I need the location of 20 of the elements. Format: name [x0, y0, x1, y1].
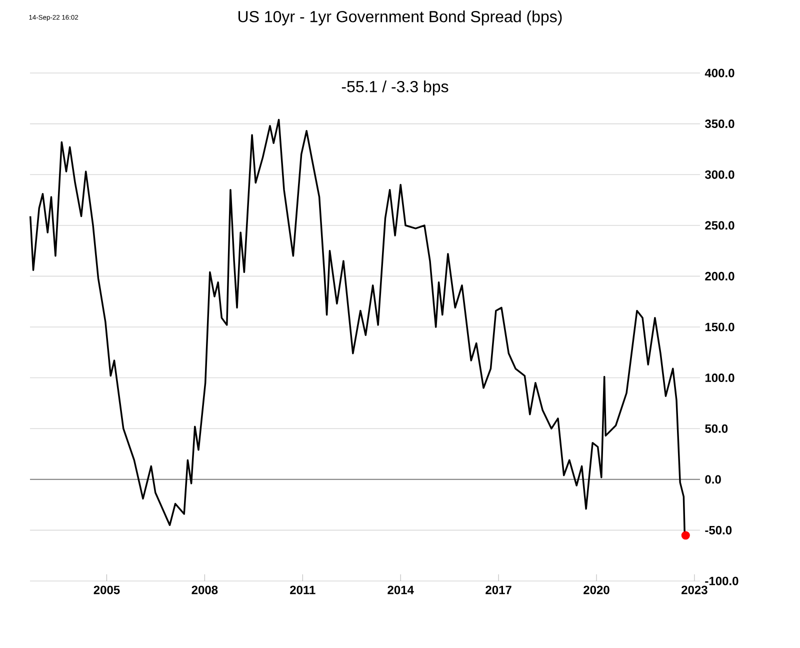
x-tick-label: 2023 — [682, 586, 708, 594]
y-tick-label: 250.0 — [705, 221, 734, 230]
y-tick-label: 200.0 — [705, 272, 734, 280]
x-tick-label: 2008 — [192, 586, 218, 594]
y-tick-label: 400.0 — [704, 68, 734, 78]
y-tick-label: 100.0 — [705, 374, 734, 382]
x-tick-label: 2020 — [584, 586, 610, 594]
y-tick-label: 150.0 — [705, 322, 734, 332]
y-tick-label: 350.0 — [704, 120, 734, 128]
y-tick-label: 0.0 — [705, 475, 721, 484]
x-tick-label: 2011 — [290, 586, 316, 594]
chart-title: US 10yr - 1yr Government Bond Spread (bps) — [238, 10, 562, 26]
x-tick-label: 2005 — [94, 586, 120, 594]
chart-subtitle: -55.1 / -3.3 bps — [342, 80, 448, 96]
y-tick-label: -100.0 — [705, 576, 738, 586]
x-tick-label: 2014 — [388, 586, 414, 594]
y-tick-label: -50.0 — [705, 526, 732, 534]
y-tick-label: 50.0 — [705, 424, 728, 433]
y-tick-label: 300.0 — [704, 170, 734, 179]
x-tick-label: 2017 — [486, 586, 512, 594]
